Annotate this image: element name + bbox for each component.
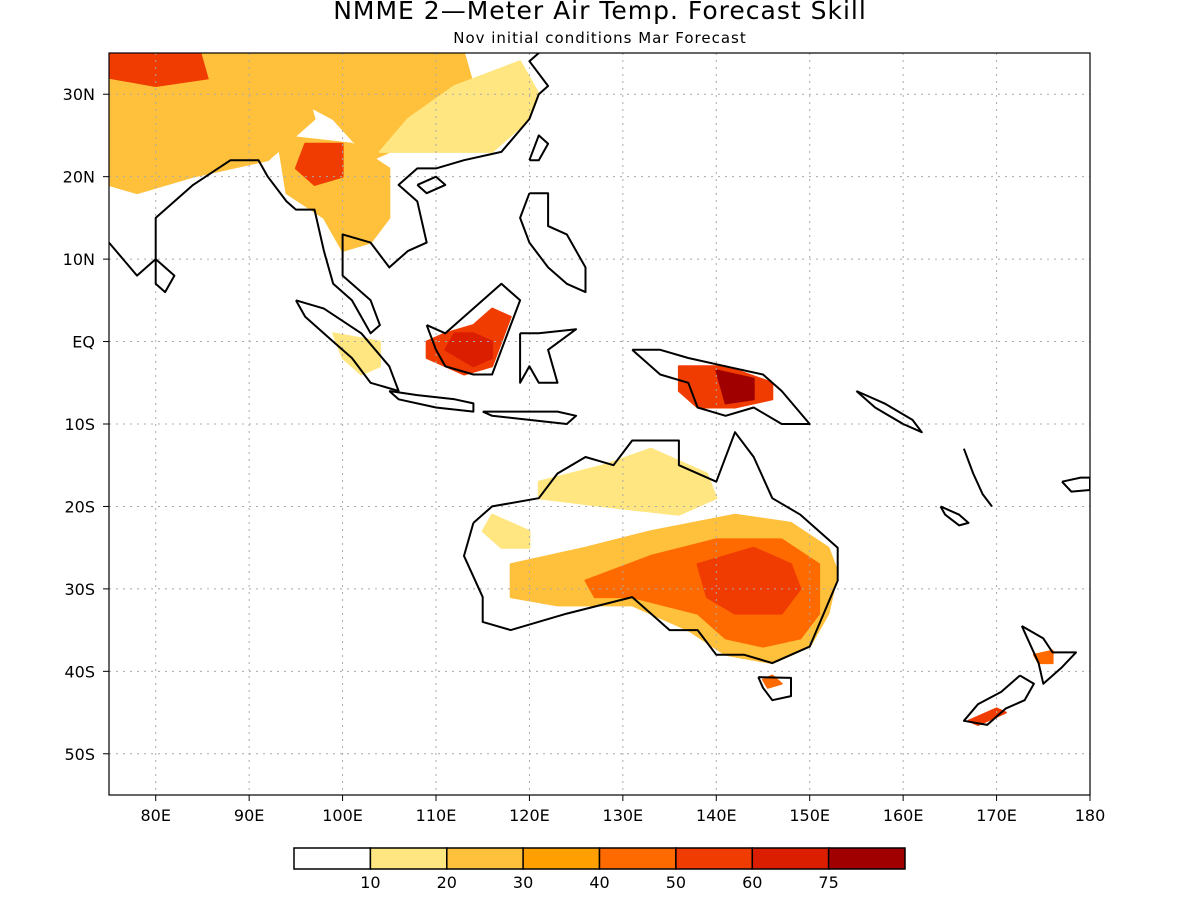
- axis-labels: 30N 20N 10N EQ 10S 20S 30S 40S 50S 80E 90E 100E 110E…: [63, 85, 1106, 825]
- lon-tick-label: 90E: [234, 806, 264, 825]
- lon-tick-label: 160E: [883, 806, 924, 825]
- skill-region-new-guinea-core: [715, 369, 755, 405]
- colorbar-swatch: [522, 847, 601, 870]
- coastline-layer: [109, 53, 1090, 726]
- lat-tick-label: 30S: [64, 580, 95, 599]
- coastline-borneo: [425, 282, 522, 376]
- lon-tick-label: 150E: [789, 806, 830, 825]
- lat-tick-label: 20N: [63, 168, 95, 187]
- colorbar-swatch: [675, 847, 754, 870]
- skill-region-australia-north: [537, 447, 718, 516]
- lat-tick-label: 30N: [63, 85, 95, 104]
- colorbar-label: 60: [742, 873, 762, 892]
- colorbar-swatch: [598, 847, 677, 870]
- colorbar-label: 30: [513, 873, 533, 892]
- skill-region-china-southeast: [378, 60, 540, 153]
- lon-tick-label: 180: [1075, 806, 1106, 825]
- coastline-australia: [463, 431, 839, 665]
- lat-tick-label: 10N: [63, 250, 95, 269]
- coastline-philippines: [519, 192, 587, 294]
- coastline-new-caledonia: [939, 505, 970, 527]
- skill-region-india-northwest-hot: [109, 53, 213, 87]
- lon-tick-label: 140E: [696, 806, 737, 825]
- coastline-asia-mainland: [109, 53, 550, 335]
- coastline-tasmania: [757, 676, 792, 702]
- lon-tick-label: 120E: [509, 806, 550, 825]
- colorbar-label: 20: [437, 873, 457, 892]
- coastline-solomon-islands: [855, 390, 923, 434]
- skill-shading-layer: [109, 53, 1054, 726]
- coastline-sumatra: [295, 299, 400, 392]
- colorbar-label: 10: [360, 873, 380, 892]
- lat-tick-label: EQ: [72, 333, 95, 352]
- skill-region-sumatra: [332, 332, 381, 376]
- colorbar-swatch: [369, 847, 448, 870]
- lat-tick-label: 10S: [64, 415, 95, 434]
- map-subtitle: Nov initial conditions Mar Forecast: [453, 29, 747, 47]
- lat-tick-label: 50S: [64, 745, 95, 764]
- coastline-hainan: [416, 175, 447, 195]
- coastline-vanuatu: [962, 448, 993, 508]
- lat-tick-label: 20S: [64, 497, 95, 516]
- coastline-taiwan: [528, 134, 550, 162]
- lon-tick-label: 110E: [416, 806, 457, 825]
- skill-region-myanmar-hot: [294, 142, 344, 186]
- lon-tick-label: 130E: [603, 806, 644, 825]
- colorbar-swatch: [293, 847, 372, 870]
- coastline-sri-lanka: [154, 258, 176, 294]
- colorbar: 10 20 30 40 50 60 75: [293, 847, 906, 892]
- map-title: NMME 2—Meter Air Temp. Forecast Skill: [333, 0, 867, 25]
- lon-tick-label: 170E: [976, 806, 1017, 825]
- coastline-fiji: [1061, 476, 1090, 493]
- coastline-new-guinea: [631, 348, 811, 425]
- lon-tick-label: 100E: [322, 806, 363, 825]
- coastline-sulawesi: [519, 328, 578, 384]
- coastline-lesser-sunda: [482, 410, 578, 425]
- colorbar-label: 75: [818, 873, 838, 892]
- colorbar-swatch: [446, 847, 524, 870]
- lon-tick-label: 80E: [140, 806, 170, 825]
- skill-region-australia-west: [481, 513, 531, 549]
- coastline-nz-north: [1020, 625, 1077, 685]
- skill-region-australia-east-core: [696, 546, 802, 615]
- colorbar-label: 40: [589, 873, 609, 892]
- colorbar-swatch: [827, 847, 906, 870]
- colorbar-label: 50: [666, 873, 686, 892]
- coastline-java: [388, 390, 475, 413]
- coastline-nz-south: [962, 674, 1035, 726]
- lat-tick-label: 40S: [64, 662, 95, 681]
- grid-lines: [109, 53, 1090, 795]
- colorbar-swatch: [751, 847, 830, 870]
